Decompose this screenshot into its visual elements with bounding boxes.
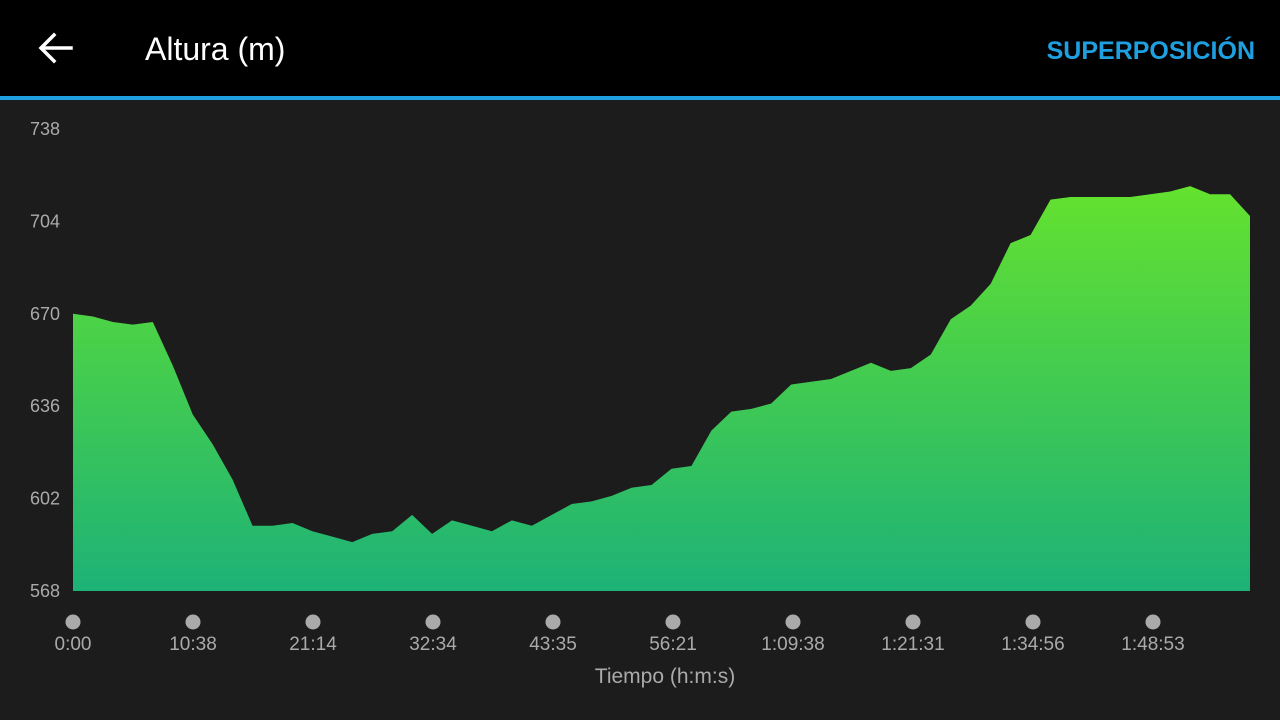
app-bar-underline: [0, 96, 1280, 100]
y-tick-label: 636: [30, 396, 60, 416]
x-tick-dot: [785, 614, 801, 630]
back-button[interactable]: [38, 32, 73, 64]
x-tick-label: 1:21:31: [881, 634, 944, 655]
x-tick-dot: [545, 614, 561, 630]
x-tick-label: 1:09:38: [761, 634, 824, 655]
x-tick-dot: [905, 614, 921, 630]
x-tick-label: 0:00: [55, 634, 92, 655]
x-axis-label: Tiempo (h:m:s): [595, 665, 735, 688]
y-tick-label: 670: [30, 304, 60, 324]
x-tick-label: 1:48:53: [1121, 634, 1184, 655]
screen-title: Altura (m): [145, 31, 285, 67]
x-tick-dot: [425, 614, 441, 630]
x-tick-label: 10:38: [169, 634, 217, 655]
y-tick-label: 704: [30, 211, 60, 231]
app-bar: [0, 0, 1280, 96]
elevation-area: [73, 186, 1250, 591]
x-tick-dot: [65, 614, 81, 630]
x-tick-label: 21:14: [289, 634, 337, 655]
x-tick-label: 32:34: [409, 634, 457, 655]
x-tick-dot: [305, 614, 321, 630]
x-tick-label: 56:21: [649, 634, 697, 655]
x-tick-label: 1:34:56: [1001, 634, 1064, 655]
y-tick-label: 738: [30, 119, 60, 139]
overlay-button[interactable]: SUPERPOSICIÓN: [1047, 35, 1255, 65]
y-tick-label: 568: [30, 581, 60, 601]
x-tick-dot: [1025, 614, 1041, 630]
x-tick-dot: [665, 614, 681, 630]
x-tick-dot: [1145, 614, 1161, 630]
y-tick-label: 602: [30, 489, 60, 509]
x-tick-dot: [185, 614, 201, 630]
x-tick-label: 43:35: [529, 634, 577, 655]
